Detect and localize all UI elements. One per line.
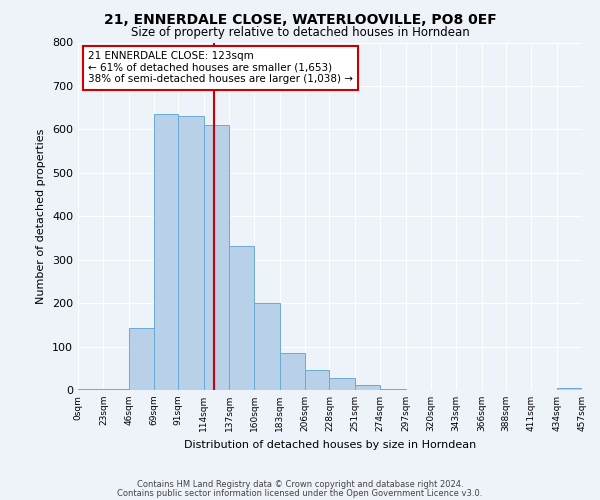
Bar [280, 353, 305, 390]
Bar [78, 389, 103, 390]
Bar [329, 378, 355, 390]
Bar [254, 302, 280, 390]
Bar [204, 125, 229, 390]
Bar [355, 385, 380, 390]
Bar [305, 370, 329, 390]
Bar [557, 388, 582, 390]
Text: Size of property relative to detached houses in Horndean: Size of property relative to detached ho… [131, 26, 469, 39]
Y-axis label: Number of detached properties: Number of detached properties [37, 128, 46, 304]
Bar [129, 328, 154, 390]
Bar [229, 246, 254, 390]
Bar [178, 116, 204, 390]
Text: 21, ENNERDALE CLOSE, WATERLOOVILLE, PO8 0EF: 21, ENNERDALE CLOSE, WATERLOOVILLE, PO8 … [104, 12, 496, 26]
Text: 21 ENNERDALE CLOSE: 123sqm
← 61% of detached houses are smaller (1,653)
38% of s: 21 ENNERDALE CLOSE: 123sqm ← 61% of deta… [88, 51, 353, 84]
Bar [380, 389, 406, 390]
X-axis label: Distribution of detached houses by size in Horndean: Distribution of detached houses by size … [184, 440, 476, 450]
Bar [103, 389, 129, 390]
Text: Contains HM Land Registry data © Crown copyright and database right 2024.: Contains HM Land Registry data © Crown c… [137, 480, 463, 489]
Bar [154, 114, 178, 390]
Text: Contains public sector information licensed under the Open Government Licence v3: Contains public sector information licen… [118, 488, 482, 498]
